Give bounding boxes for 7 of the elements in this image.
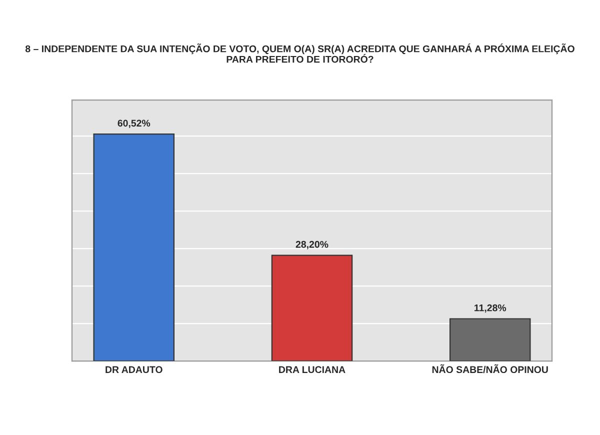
chart-title: 8 – INDEPENDENTE DA SUA INTENÇÃO DE VOTO, QUEM O(A) SR(A) ACREDITA QUE GANHARÁ A PRÓXIMA ELEIÇÃO PARA PREFEITO DE ITORORÓ? [25, 44, 574, 63]
data-label: 11,28% [474, 304, 506, 313]
data-label: 28,20% [296, 240, 328, 250]
data-label: 60,52% [118, 120, 150, 128]
x-tick-label: DR ADAUTO [106, 366, 162, 374]
x-tick-label: NÃO SABE/NÃO OPINOU [432, 364, 548, 374]
x-tick-label: DRA LUCIANA [279, 366, 346, 374]
